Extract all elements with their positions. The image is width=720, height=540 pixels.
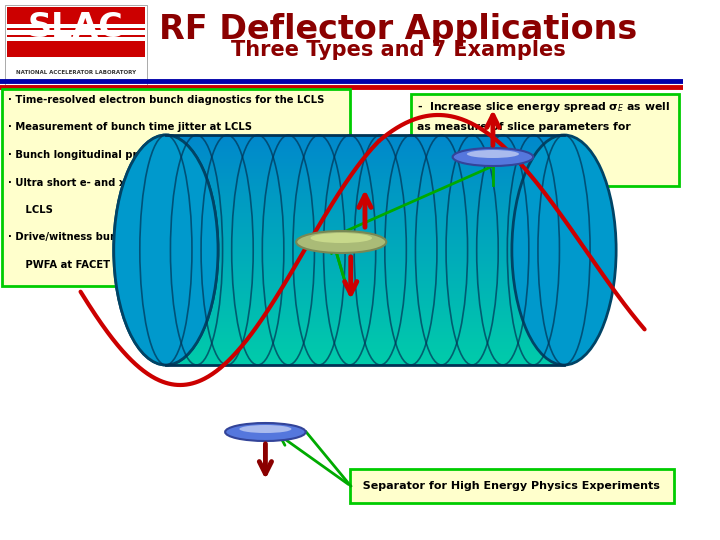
Text: NATIONAL ACCELERATOR LABORATORY: NATIONAL ACCELERATOR LABORATORY — [16, 71, 136, 76]
Text: · Bunch longitudinal profile diagnostics at DESY: · Bunch longitudinal profile diagnostics… — [8, 150, 278, 160]
Text: LCLS: LCLS — [8, 205, 53, 215]
Text: RF Deflector Applications: RF Deflector Applications — [159, 13, 637, 46]
Ellipse shape — [296, 231, 386, 253]
Text: PWFA at FACET: PWFA at FACET — [8, 260, 109, 270]
Text: Upgrade  ECHO-7: Upgrade ECHO-7 — [417, 144, 523, 154]
Text: Separator for High Energy Physics Experiments: Separator for High Energy Physics Experi… — [356, 481, 660, 491]
Ellipse shape — [310, 233, 372, 243]
Text: SLAC: SLAC — [28, 11, 124, 44]
Ellipse shape — [225, 423, 306, 441]
FancyBboxPatch shape — [2, 89, 350, 286]
Bar — [6, 30, 145, 35]
Ellipse shape — [512, 135, 616, 365]
Bar — [5, 5, 147, 85]
Ellipse shape — [114, 135, 218, 365]
Text: · Time-resolved electron bunch diagnostics for the LCLS: · Time-resolved electron bunch diagnosti… — [8, 95, 324, 105]
Bar — [6, 24, 145, 28]
Text: · Ultra short e- and x-ray beams temporal diagnostics for: · Ultra short e- and x-ray beams tempora… — [8, 178, 330, 187]
Text: Three Types and 7 Examples: Three Types and 7 Examples — [230, 40, 565, 60]
Text: · Drive/witness bunch longitudinal profile diagnostics for: · Drive/witness bunch longitudinal profi… — [8, 233, 330, 242]
Ellipse shape — [239, 425, 292, 433]
FancyBboxPatch shape — [350, 469, 674, 503]
Bar — [6, 7, 145, 57]
Ellipse shape — [467, 150, 519, 158]
Ellipse shape — [453, 148, 534, 166]
FancyBboxPatch shape — [411, 94, 679, 186]
Bar — [6, 37, 145, 41]
Ellipse shape — [114, 135, 218, 365]
Text: · Measurement of bunch time jitter at LCLS: · Measurement of bunch time jitter at LC… — [8, 123, 251, 132]
Text: -  Increase slice energy spread σ$_E$ as well: - Increase slice energy spread σ$_E$ as … — [417, 100, 670, 114]
Text: as measure of slice parameters for: as measure of slice parameters for — [417, 122, 631, 132]
